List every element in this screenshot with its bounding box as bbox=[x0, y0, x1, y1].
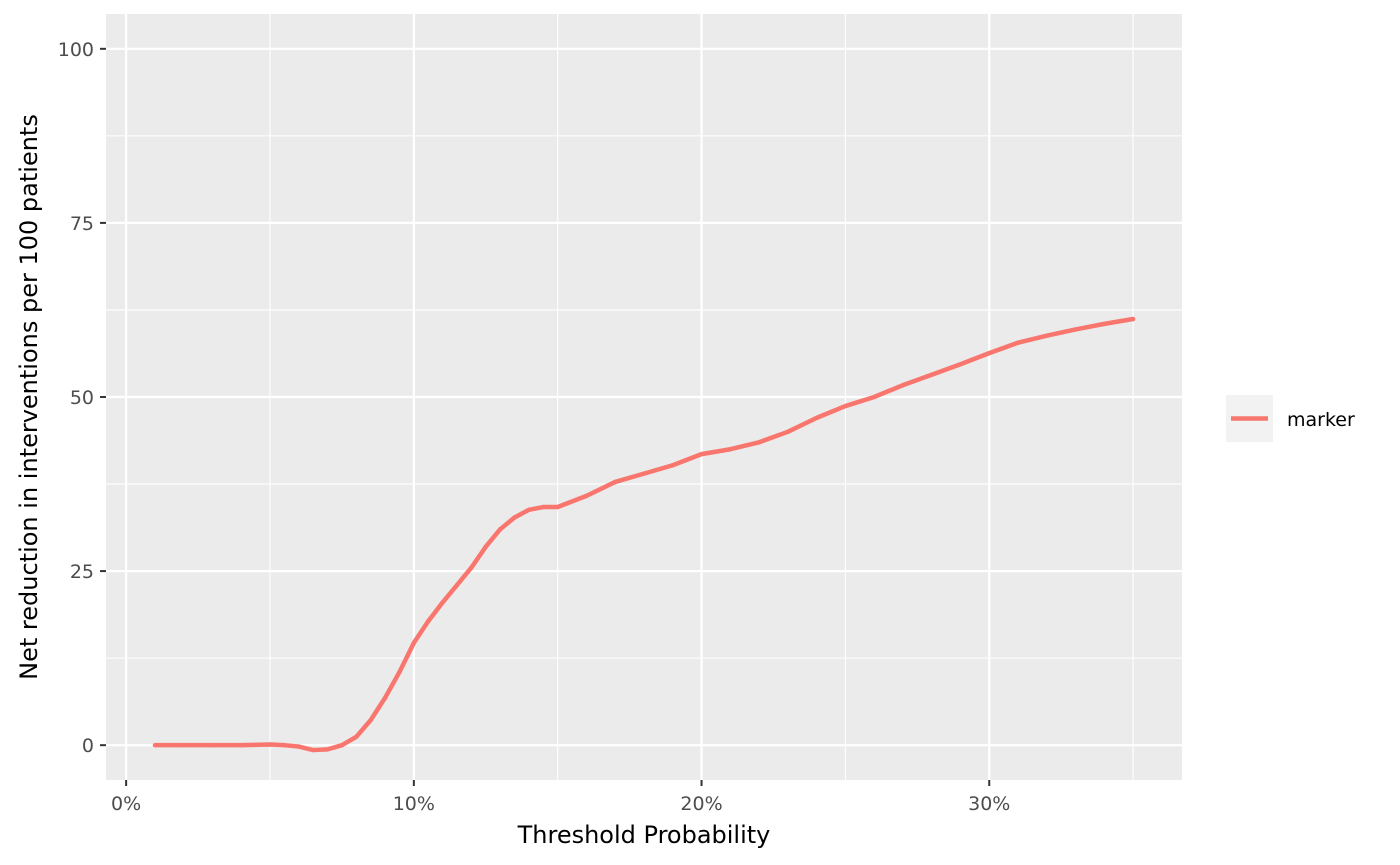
data-point-marker bbox=[497, 527, 503, 532]
data-point-marker bbox=[785, 429, 791, 435]
data-point-marker bbox=[368, 717, 373, 723]
data-point-marker bbox=[239, 742, 244, 748]
data-point-marker bbox=[526, 507, 532, 513]
x-tick-label: 30% bbox=[968, 793, 1010, 815]
data-point-marker bbox=[871, 394, 877, 400]
legend: marker bbox=[1226, 395, 1355, 442]
y-tick-label: 25 bbox=[70, 561, 94, 583]
data-point-marker bbox=[296, 744, 301, 749]
x-tick-label: 0% bbox=[111, 793, 141, 815]
data-point-marker bbox=[512, 515, 517, 520]
data-point-marker bbox=[613, 479, 618, 485]
data-point-marker bbox=[1044, 333, 1049, 338]
data-point-marker bbox=[426, 619, 431, 624]
major-gridlines bbox=[106, 14, 1182, 780]
x-axis-title: Threshold Probability bbox=[517, 821, 771, 849]
data-point-marker bbox=[325, 747, 330, 752]
x-tick-label: 10% bbox=[393, 793, 435, 815]
data-point-marker bbox=[181, 742, 186, 748]
y-tick-label: 100 bbox=[58, 39, 94, 61]
legend-label-marker: marker bbox=[1287, 409, 1355, 431]
data-point-marker bbox=[584, 493, 589, 499]
data-point-marker bbox=[152, 742, 158, 748]
y-tick-label: 75 bbox=[70, 213, 94, 235]
data-point-marker bbox=[958, 362, 963, 367]
series-layer bbox=[152, 316, 1136, 753]
data-point-marker bbox=[411, 640, 417, 646]
data-point-marker bbox=[267, 742, 273, 747]
data-point-marker bbox=[699, 451, 704, 457]
data-point-marker bbox=[310, 747, 316, 753]
data-point-marker bbox=[1102, 321, 1107, 327]
data-point-marker bbox=[469, 565, 474, 570]
data-point-marker bbox=[1015, 340, 1021, 345]
data-point-marker bbox=[641, 471, 647, 476]
data-point-marker bbox=[541, 504, 546, 510]
data-point-marker bbox=[483, 544, 488, 549]
data-point-marker bbox=[454, 582, 460, 588]
data-point-marker bbox=[843, 403, 848, 409]
data-point-marker bbox=[987, 350, 992, 356]
data-point-marker bbox=[382, 695, 388, 701]
data-point-marker bbox=[440, 600, 445, 605]
data-point-marker bbox=[282, 742, 287, 748]
data-point-marker bbox=[756, 440, 762, 445]
y-axis-title: Net reduction in interventions per 100 p… bbox=[15, 114, 43, 680]
data-point-marker bbox=[728, 447, 733, 452]
data-point-marker bbox=[814, 415, 819, 421]
data-point-marker bbox=[397, 669, 402, 675]
data-point-marker bbox=[1130, 316, 1136, 322]
y-tick-label: 50 bbox=[70, 387, 94, 409]
x-tick-label: 20% bbox=[680, 793, 722, 815]
data-point-marker bbox=[339, 742, 345, 748]
data-point-marker bbox=[670, 463, 675, 468]
data-point-marker bbox=[210, 742, 215, 748]
axis-tick-labels: 0% 10% 20% 30% 0 25 50 75 100 bbox=[58, 39, 1011, 815]
data-point-marker bbox=[929, 372, 934, 377]
axis-ticks bbox=[100, 47, 991, 786]
data-point-marker bbox=[555, 504, 560, 510]
data-point-marker bbox=[354, 734, 359, 740]
data-point-marker bbox=[1073, 327, 1078, 332]
y-tick-label: 0 bbox=[82, 735, 94, 757]
data-point-marker bbox=[900, 382, 906, 388]
